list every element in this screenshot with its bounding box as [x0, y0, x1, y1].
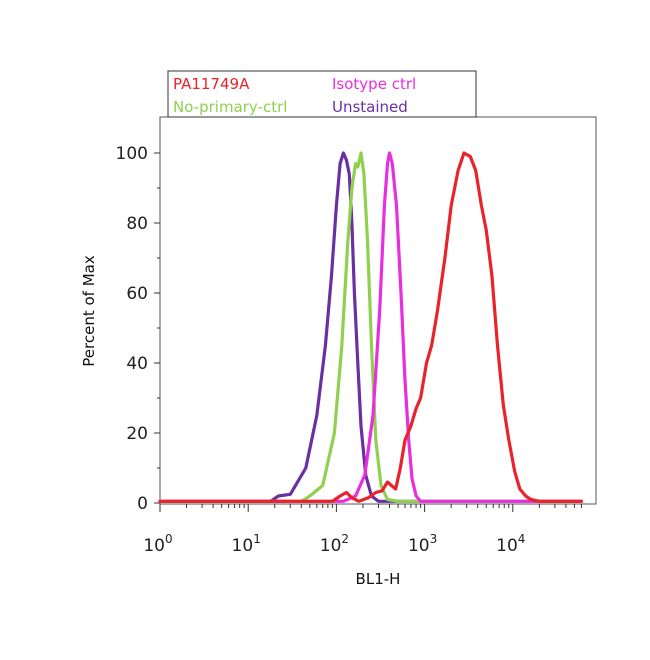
series-line-unstained	[158, 151, 583, 503]
y-tick-label: 20	[126, 424, 148, 444]
legend-label-isotype-ctrl: Isotype ctrl	[332, 75, 416, 93]
y-tick-label: 60	[126, 284, 148, 304]
x-tick-label: 102	[320, 532, 349, 556]
legend-label-pa11749a: PA11749A	[173, 75, 250, 93]
legend-label-unstained: Unstained	[332, 98, 408, 116]
series-line-pa11749a	[158, 151, 583, 503]
series-line-isotype-ctrl	[158, 151, 583, 503]
y-tick-label: 0	[137, 494, 148, 514]
y-tick-label: 40	[126, 354, 148, 374]
legend-box	[167, 70, 477, 118]
y-axis-title: Percent of Max	[80, 255, 98, 367]
x-axis-title: BL1-H	[356, 570, 401, 588]
y-axis: 0 20 40 60 80 100	[116, 144, 160, 514]
legend-label-no-primary-ctrl: No-primary-ctrl	[173, 98, 287, 116]
plot-area	[158, 151, 583, 503]
x-axis: 100 101 102 103 104	[143, 504, 582, 556]
series-line-no-primary-ctrl	[158, 151, 583, 503]
legend: PA11749A Isotype ctrl No-primary-ctrl Un…	[167, 70, 477, 118]
x-tick-label: 104	[496, 532, 525, 556]
x-tick-label: 103	[408, 532, 437, 556]
x-tick-label: 100	[143, 532, 172, 556]
y-tick-label: 100	[116, 144, 148, 164]
y-tick-label: 80	[126, 214, 148, 234]
x-tick-label: 101	[232, 532, 261, 556]
